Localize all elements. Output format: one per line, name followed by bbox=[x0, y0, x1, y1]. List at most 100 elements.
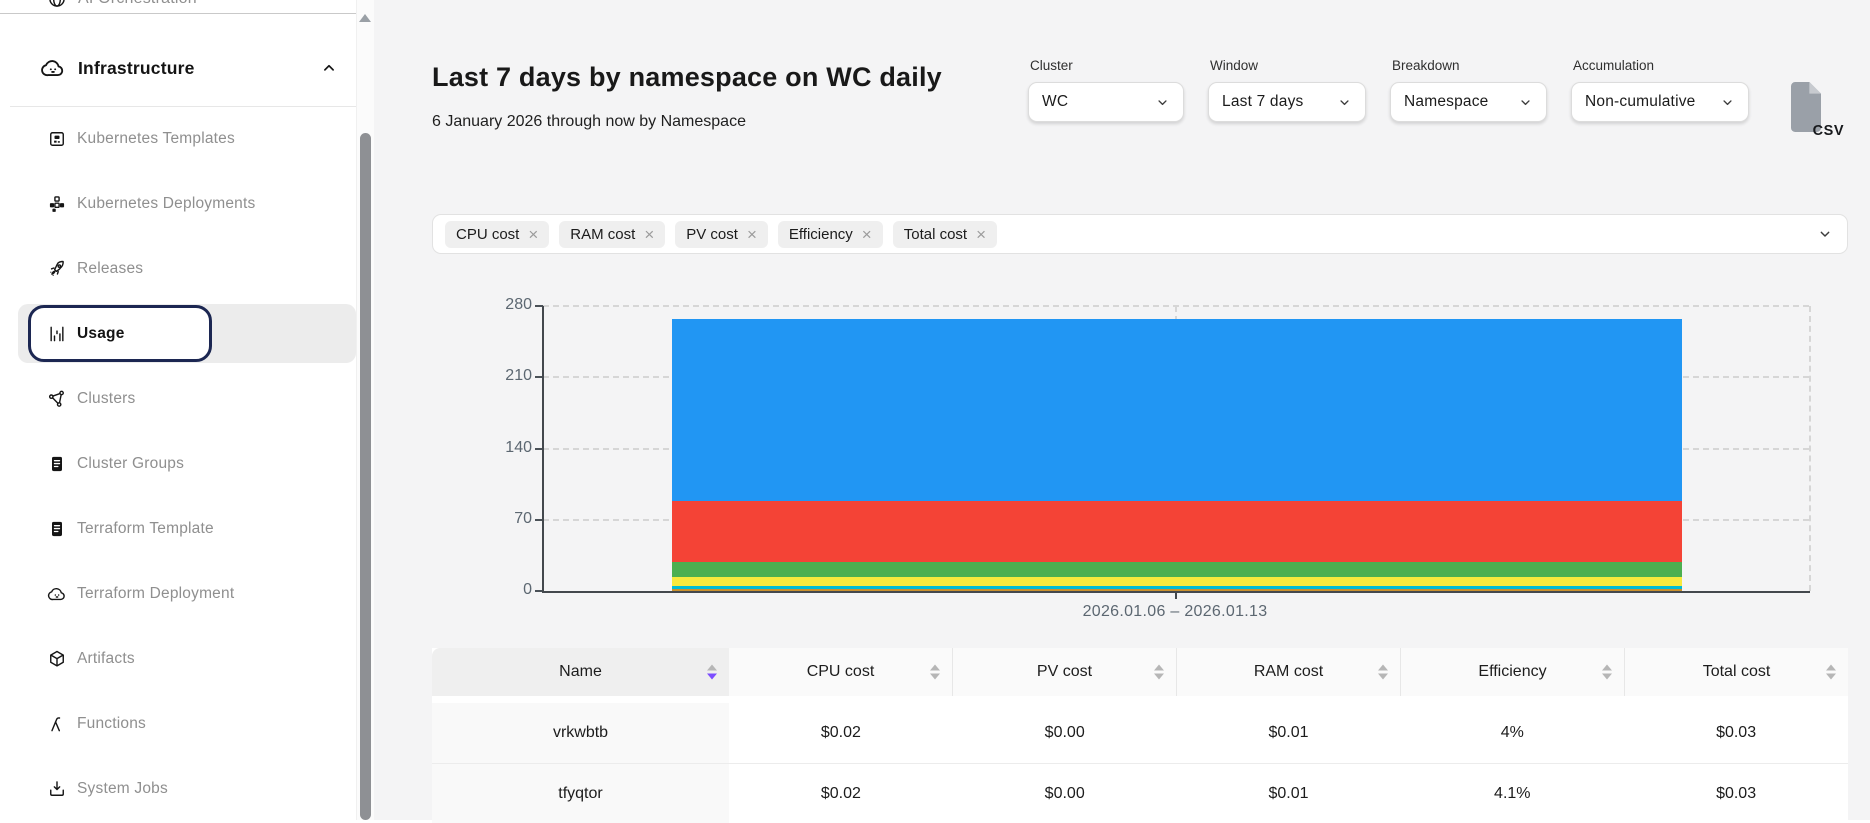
control-accumulation: Accumulation Non-cumulative bbox=[1571, 58, 1749, 122]
sidebar-item-artifacts[interactable]: Artifacts bbox=[0, 626, 356, 691]
chip-label: PV cost bbox=[686, 225, 738, 243]
control-window: Window Last 7 days bbox=[1208, 58, 1366, 122]
csv-label: CSV bbox=[1812, 123, 1844, 139]
sidebar-item-label: System Jobs bbox=[77, 779, 168, 797]
x-axis bbox=[542, 591, 1810, 593]
chevron-down-icon bbox=[1155, 95, 1170, 110]
y-tick-label: 280 bbox=[505, 296, 532, 313]
sort-arrows-icon[interactable] bbox=[1154, 664, 1164, 680]
document-icon bbox=[47, 519, 67, 539]
remove-chip-icon[interactable]: × bbox=[528, 224, 539, 244]
bar-segment-segment-yellow[interactable] bbox=[672, 576, 1682, 586]
metric-chip-pv-cost[interactable]: PV cost × bbox=[675, 220, 768, 248]
chevron-down-icon[interactable] bbox=[1817, 226, 1833, 242]
remove-chip-icon[interactable]: × bbox=[861, 224, 872, 244]
sidebar-item-label: Functions bbox=[77, 714, 146, 732]
cluster-select[interactable]: WC bbox=[1028, 82, 1184, 122]
y-tick-label: 70 bbox=[514, 509, 532, 527]
metric-chip-ram-cost[interactable]: RAM cost × bbox=[559, 220, 666, 248]
sort-arrows-icon[interactable] bbox=[1602, 664, 1612, 680]
sidebar-item-label: Usage bbox=[77, 324, 125, 342]
scrollbar-thumb[interactable] bbox=[360, 133, 371, 820]
sidebar-item-releases[interactable]: Releases bbox=[0, 236, 356, 301]
accumulation-select[interactable]: Non-cumulative bbox=[1571, 82, 1749, 122]
sidebar-item-usage[interactable]: Usage bbox=[0, 301, 356, 366]
sort-arrows-icon[interactable] bbox=[1378, 664, 1388, 680]
divider bbox=[10, 106, 356, 107]
sidebar-item-kubernetes-deployments[interactable]: Kubernetes Deployments bbox=[0, 171, 356, 236]
cell-efficiency: 4.1% bbox=[1494, 784, 1531, 802]
frame-icon bbox=[47, 129, 67, 149]
cell-total-cost: $0.03 bbox=[1716, 784, 1757, 802]
sort-arrows-icon[interactable] bbox=[930, 664, 940, 680]
control-label: Cluster bbox=[1030, 58, 1073, 73]
column-header-efficiency[interactable]: Efficiency bbox=[1400, 648, 1624, 696]
cloud-icon bbox=[47, 584, 67, 604]
filter-controls: Cluster WC Window Last 7 days Breakdown Names… bbox=[1028, 58, 1773, 122]
usage-stacked-bar-chart: 0 70 140 210 280 2026.01.06 – 2026.01.13 bbox=[432, 290, 1852, 625]
column-header-total-cost[interactable]: Total cost bbox=[1624, 648, 1848, 696]
sidebar-nav: Kubernetes Templates Kubernetes Deploymen… bbox=[0, 106, 356, 820]
y-tick-mark bbox=[535, 305, 543, 307]
metric-chip-total-cost[interactable]: Total cost × bbox=[892, 220, 998, 248]
chevron-up-icon[interactable] bbox=[320, 59, 338, 77]
column-header-cpu-cost[interactable]: CPU cost bbox=[729, 648, 952, 696]
sidebar-item-cluster-groups[interactable]: Cluster Groups bbox=[0, 431, 356, 496]
column-header-pv-cost[interactable]: PV cost bbox=[952, 648, 1176, 696]
sort-arrows-icon[interactable] bbox=[707, 664, 717, 680]
table-row[interactable]: vrkwbtb $0.02 $0.00 $0.01 4% $0.03 bbox=[432, 703, 1848, 763]
column-header-label: Total cost bbox=[1702, 663, 1771, 680]
scroll-up-arrow-icon[interactable] bbox=[359, 14, 371, 22]
sidebar-scrollbar[interactable] bbox=[356, 0, 374, 820]
sidebar-item-functions[interactable]: Functions bbox=[0, 691, 356, 756]
sidebar-group-infrastructure[interactable]: Infrastructure bbox=[0, 42, 356, 94]
sidebar-item-clusters[interactable]: Clusters bbox=[0, 366, 356, 431]
cell-name: vrkwbtb bbox=[432, 703, 729, 763]
cell-ram-cost: $0.01 bbox=[1268, 784, 1309, 802]
bar-segment-segment-cyan[interactable] bbox=[672, 586, 1682, 589]
sidebar-item-system-jobs[interactable]: System Jobs bbox=[0, 756, 356, 820]
bar-segment-segment-red[interactable] bbox=[672, 501, 1682, 562]
breakdown-select[interactable]: Namespace bbox=[1390, 82, 1547, 122]
sidebar-item-label: Releases bbox=[77, 259, 144, 277]
table-row[interactable]: tfyqtor $0.02 $0.00 $0.01 4.1% $0.03 bbox=[432, 763, 1848, 823]
metric-chip-efficiency[interactable]: Efficiency × bbox=[777, 220, 883, 248]
v-gridline bbox=[1809, 306, 1811, 591]
column-header-name[interactable]: Name bbox=[432, 648, 729, 696]
cell-pv-cost: $0.00 bbox=[1044, 784, 1085, 802]
window-select[interactable]: Last 7 days bbox=[1208, 82, 1366, 122]
metrics-filter-bar[interactable]: CPU cost × RAM cost × PV cost × Efficiency × Tot… bbox=[432, 214, 1848, 254]
bar-segment-segment-green[interactable] bbox=[672, 561, 1682, 577]
page-title: Last 7 days by namespace on WC daily bbox=[432, 62, 942, 92]
sidebar-item-terraform-deployment[interactable]: Terraform Deployment bbox=[0, 561, 356, 626]
metric-chip-cpu-cost[interactable]: CPU cost × bbox=[445, 220, 550, 248]
control-label: Accumulation bbox=[1573, 58, 1655, 73]
sidebar-item-label: Clusters bbox=[77, 389, 136, 407]
column-header-ram-cost[interactable]: RAM cost bbox=[1176, 648, 1400, 696]
remove-chip-icon[interactable]: × bbox=[976, 224, 987, 244]
sidebar-item-ai-orchestration[interactable]: AI Orchestration bbox=[47, 0, 197, 9]
sidebar-group-label: Infrastructure bbox=[78, 57, 195, 78]
page-subtitle: 6 January 2026 through now by Namespace bbox=[432, 113, 746, 130]
sidebar-item-kubernetes-templates[interactable]: Kubernetes Templates bbox=[0, 106, 356, 171]
selected-value: Last 7 days bbox=[1222, 93, 1304, 110]
bar-segment-segment-amber[interactable] bbox=[672, 588, 1682, 591]
sort-arrows-icon[interactable] bbox=[1826, 664, 1836, 680]
cell-total-cost: $0.03 bbox=[1716, 724, 1757, 741]
sidebar-item-terraform-template[interactable]: Terraform Template bbox=[0, 496, 356, 561]
y-tick-label: 140 bbox=[505, 438, 532, 456]
column-header-label: PV cost bbox=[1036, 663, 1093, 680]
sidebar-item-label: Cluster Groups bbox=[77, 454, 185, 472]
csv-file-icon bbox=[1786, 82, 1826, 132]
control-cluster: Cluster WC bbox=[1028, 58, 1184, 122]
remove-chip-icon[interactable]: × bbox=[746, 224, 757, 244]
cloud-icon bbox=[40, 55, 66, 81]
bar-segment-segment-blue[interactable] bbox=[672, 319, 1682, 502]
column-header-label: CPU cost bbox=[806, 663, 875, 680]
remove-chip-icon[interactable]: × bbox=[644, 224, 655, 244]
control-label: Window bbox=[1210, 58, 1259, 73]
cell-cpu-cost: $0.02 bbox=[820, 724, 861, 741]
export-csv-button[interactable]: CSV bbox=[1786, 82, 1844, 139]
stacked-bar[interactable] bbox=[672, 319, 1682, 591]
cell-cpu-cost: $0.02 bbox=[820, 784, 861, 802]
